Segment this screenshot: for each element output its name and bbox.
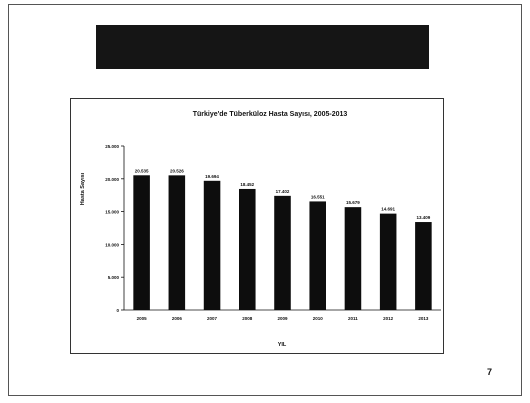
value-label-2009: 17.402 (276, 189, 290, 194)
y-tick-label: 0 (116, 308, 119, 313)
y-tick-label: 25.000 (105, 144, 119, 149)
y-tick-label: 5.000 (108, 275, 120, 280)
x-tick-label-2013: 2013 (418, 316, 429, 321)
bar-2010 (309, 201, 326, 310)
x-tick-label-2005: 2005 (137, 316, 148, 321)
value-label-2005: 20.535 (135, 168, 149, 173)
x-tick-label-2007: 2007 (207, 316, 218, 321)
value-label-2006: 20.526 (170, 168, 184, 173)
value-label-2013: 13.409 (417, 215, 431, 220)
x-tick-label-2011: 2011 (348, 316, 358, 321)
bar-2009 (274, 195, 291, 310)
x-tick-label-2006: 2006 (172, 316, 183, 321)
y-tick-label: 20.000 (105, 177, 119, 182)
x-tick-label-2008: 2008 (242, 316, 253, 321)
bar-2007 (203, 180, 221, 310)
y-axis-label: Hasta Sayısı (80, 172, 86, 205)
page-number: 7 (487, 367, 493, 377)
bar-2005 (133, 175, 150, 310)
value-label-2007: 19.694 (205, 174, 219, 179)
bar-2012 (379, 213, 397, 310)
bar-2011 (344, 207, 362, 310)
bar-2006 (168, 175, 186, 310)
bar-chart: Türkiye'de Tüberküloz Hasta Sayısı, 2005… (80, 111, 441, 348)
chart-title: Türkiye'de Tüberküloz Hasta Sayısı, 2005… (193, 111, 348, 118)
y-tick-label: 15.000 (105, 210, 119, 215)
value-label-2008: 18.452 (240, 182, 254, 187)
x-axis-label: YIL (278, 342, 287, 348)
chart-container: Türkiye'de Tüberküloz Hasta Sayısı, 2005… (70, 98, 444, 354)
x-tick-label-2010: 2010 (313, 316, 324, 321)
value-label-2011: 15.679 (346, 200, 360, 205)
bar-2008 (239, 188, 256, 310)
value-label-2012: 14.691 (381, 207, 395, 212)
y-tick-label: 10.000 (105, 242, 119, 247)
slide-title-bar (96, 25, 429, 69)
x-tick-label-2012: 2012 (383, 316, 394, 321)
value-label-2010: 16.551 (311, 194, 325, 199)
bar-2013 (415, 222, 432, 310)
x-tick-label-2009: 2009 (277, 316, 288, 321)
